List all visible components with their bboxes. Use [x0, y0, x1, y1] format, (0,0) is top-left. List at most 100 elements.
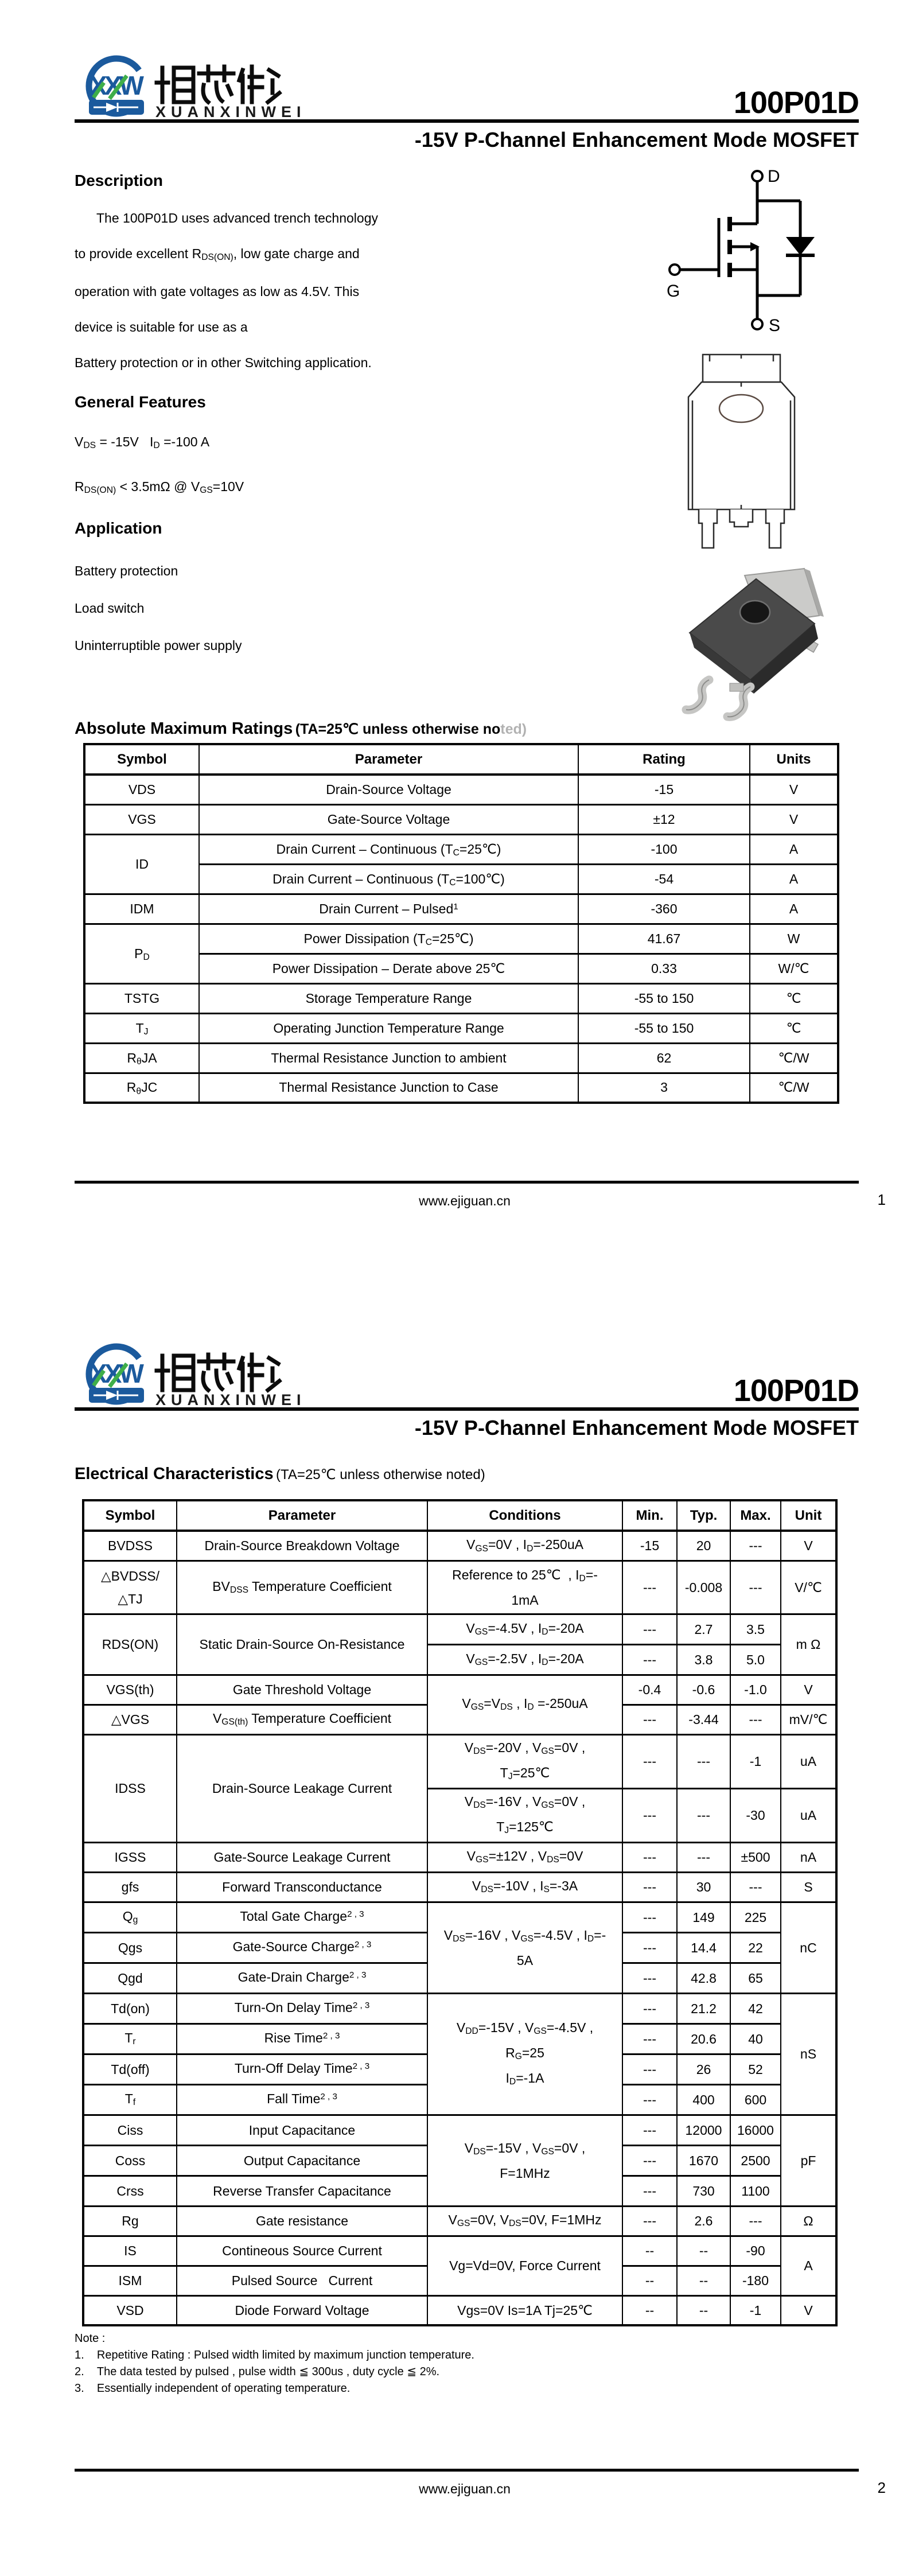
table-cell: W/℃	[749, 952, 839, 985]
brand-logo: 烜芯微 XXW	[77, 50, 318, 125]
column-header: Parameter	[198, 743, 579, 776]
table-cell: 30	[676, 1871, 731, 1903]
feature-line: VDS = -15V ID =-100 A	[75, 434, 210, 451]
table-cell: ---	[622, 1643, 678, 1676]
cn-glyph-3	[236, 64, 282, 105]
table-cell: 42.8	[676, 1962, 731, 1994]
table-cell: Operating Junction Temperature Range	[198, 1012, 579, 1044]
table-cell: 5.0	[730, 1643, 781, 1676]
table-cell: ---	[622, 2083, 678, 2116]
table-cell: ℃/W	[749, 1042, 839, 1074]
table-cell: 3	[578, 1072, 750, 1104]
logo-green-stroke	[108, 74, 129, 100]
table-cell: VDS=-16V , VGS=-4.5V , ID=- 5A	[427, 1901, 623, 1994]
logo-diode-icon	[94, 103, 138, 112]
table-cell: ---	[622, 2174, 678, 2207]
note-item: 1. Repetitive Rating : Pulsed width limi…	[75, 2349, 474, 2361]
package-outline-drawing	[687, 353, 796, 549]
table-cell: -55 to 150	[578, 982, 750, 1014]
logo-green-stroke	[92, 81, 106, 99]
table-cell: ID	[84, 833, 200, 895]
table-cell: VDS=-16V , VGS=0V , TJ=125℃	[427, 1787, 623, 1843]
logo-diode-icon	[94, 1391, 138, 1400]
table-cell: V	[780, 1674, 837, 1706]
table-cell: Thermal Resistance Junction to ambient	[198, 1042, 579, 1074]
table-cell: A	[749, 863, 839, 895]
table-cell: mV/℃	[780, 1703, 837, 1736]
table-cell: Gate Threshold Voltage	[176, 1674, 428, 1706]
table-cell: 20.6	[676, 2022, 731, 2055]
table-cell: uA	[780, 1733, 837, 1789]
section-heading-application: Application	[75, 519, 162, 537]
page-number: 2	[877, 2479, 886, 2496]
table-cell: IDSS	[83, 1733, 177, 1843]
table-cell: VDD=-15V , VGS=-4.5V , RG=25 ID=-1A	[427, 1992, 623, 2116]
package-3d-stub	[729, 683, 744, 692]
column-header: Units	[749, 743, 839, 776]
table-cell: Gate resistance	[176, 2205, 428, 2237]
cn-glyph-1	[154, 1353, 196, 1392]
table-cell: ---	[622, 1901, 678, 1933]
package-3d-leg-left	[682, 675, 714, 714]
body-diode-icon	[786, 237, 815, 255]
mounting-hole	[718, 394, 764, 423]
table-cell: ---	[730, 1703, 781, 1736]
table-cell: Drain-Source Breakdown Voltage	[176, 1530, 428, 1562]
table-cell: 2.6	[676, 2205, 731, 2237]
features-list: VDS = -15V ID =-100 A RDS(ON) < 3.5mΩ @ V…	[75, 421, 528, 510]
application-item: Uninterruptible power supply	[75, 638, 242, 653]
table-cell: VGS	[84, 803, 200, 835]
table-cell: Gate-Source Leakage Current	[176, 1841, 428, 1873]
table-cell: -54	[578, 863, 750, 895]
cn-glyph-2	[197, 1352, 236, 1393]
table-cell: 14.4	[676, 1931, 731, 1964]
column-header: Min.	[622, 1499, 678, 1532]
package-3d-hole	[739, 600, 771, 625]
table-cell: 730	[676, 2174, 731, 2207]
table-cell: ---	[622, 1992, 678, 2025]
table-cell: -0.6	[676, 1674, 731, 1706]
table-cell: Reference to 25℃ , ID=- 1mA	[427, 1559, 623, 1615]
footer-rule	[75, 2469, 859, 2472]
logo-green-stroke	[108, 1362, 129, 1388]
table-cell: ---	[676, 1787, 731, 1843]
table-cell: VDS=-15V , VGS=0V , F=1MHz	[427, 2114, 623, 2207]
table-cell: pF	[780, 2114, 837, 2207]
table-cell: V/℃	[780, 1559, 837, 1615]
table-cell: ---	[622, 1559, 678, 1615]
column-header: Symbol	[84, 743, 200, 776]
table-cell: ℃/W	[749, 1072, 839, 1104]
page-subtitle: -15V P-Channel Enhancement Mode MOSFET	[414, 1416, 859, 1439]
package-3d-body-right	[750, 624, 818, 694]
note-item: 3. Essentially independent of operating …	[75, 2382, 351, 2395]
table-cell: △VGS	[83, 1703, 177, 1736]
table-cell: BVDSS Temperature Coefficient	[176, 1559, 428, 1615]
table-cell: 26	[676, 2053, 731, 2085]
feature-line: RDS(ON) < 3.5mΩ @ VGS=10V	[75, 479, 244, 496]
table-cell: ---	[622, 2205, 678, 2237]
table-cell: Coss	[83, 2144, 177, 2177]
brand-cn-glyphs	[154, 64, 282, 105]
package-3d-body-front	[690, 633, 754, 694]
table-cell: A	[749, 833, 839, 865]
brand-name-en: XUANXINWEI	[155, 103, 306, 120]
table-cell: ---	[622, 1703, 678, 1736]
abs-max-condition-note: (TA=25℃ unless otherwise noted)	[295, 721, 527, 737]
table-cell: Tf	[83, 2083, 177, 2116]
brand-logo: 烜芯微 XXW	[77, 1338, 318, 1413]
application-item: Load switch	[75, 601, 145, 616]
gate-label: G	[667, 282, 680, 301]
table-cell: 3.8	[676, 1643, 731, 1676]
table-cell: Power Dissipation – Derate above 25℃	[198, 952, 579, 985]
table-cell: Drain Current – Pulsed1	[198, 893, 579, 925]
column-header: Typ.	[676, 1499, 731, 1532]
table-cell: ±12	[578, 803, 750, 835]
header-rule	[75, 1407, 859, 1411]
logo-monogram: XXW	[89, 71, 144, 100]
table-cell: m Ω	[780, 1613, 837, 1676]
table-cell: ---	[622, 1733, 678, 1789]
table-cell: ---	[622, 1613, 678, 1645]
table-cell: Reverse Transfer Capacitance	[176, 2174, 428, 2207]
column-header: Parameter	[176, 1499, 428, 1532]
notes-heading: Note :	[75, 2332, 106, 2345]
